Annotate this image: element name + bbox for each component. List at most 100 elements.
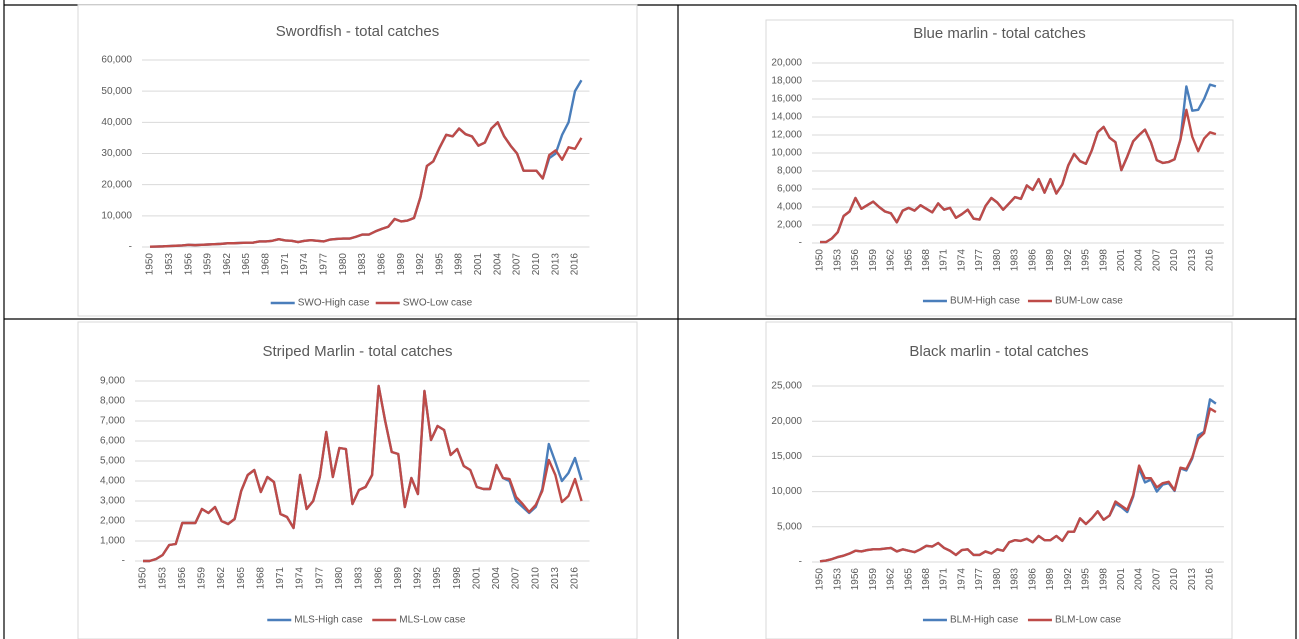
x-tick-label: 1956 <box>850 249 861 272</box>
x-tick-label: 2004 <box>492 253 503 276</box>
y-tick-label: 8,000 <box>100 396 125 407</box>
y-tick-label: 18,000 <box>771 76 802 87</box>
x-tick-label: 1989 <box>396 253 407 276</box>
chart-frame <box>765 321 1233 639</box>
y-tick-label: 1,000 <box>100 536 125 547</box>
x-tick-label: 1953 <box>832 568 843 591</box>
x-tick-label: 1980 <box>334 567 345 590</box>
chart-title: Black marlin - total catches <box>909 343 1088 360</box>
x-tick-label: 1992 <box>1063 249 1074 272</box>
x-tick-label: 1950 <box>815 568 826 591</box>
x-tick-label: 2013 <box>1187 249 1198 272</box>
y-tick-label: 20,000 <box>771 58 802 69</box>
y-tick-label: - <box>129 242 132 253</box>
y-tick-label: 60,000 <box>101 55 132 66</box>
y-tick-label: 50,000 <box>101 86 132 97</box>
legend-label: MLS-High case <box>294 615 363 626</box>
x-tick-label: 1974 <box>295 567 306 590</box>
x-tick-label: 1977 <box>319 253 330 276</box>
x-tick-label: 1998 <box>1098 249 1109 272</box>
y-tick-label: 8,000 <box>777 166 802 177</box>
x-tick-label: 1989 <box>1045 249 1056 272</box>
x-tick-label: 1959 <box>197 567 208 590</box>
y-tick-label: 20,000 <box>101 179 132 190</box>
x-tick-label: 2007 <box>1151 568 1162 591</box>
series-line <box>819 407 1217 563</box>
x-tick-label: 1965 <box>903 568 914 591</box>
y-tick-label: 12,000 <box>771 130 802 141</box>
x-tick-label: 1998 <box>454 253 465 276</box>
x-tick-label: 1992 <box>1063 568 1074 591</box>
x-tick-label: 1968 <box>921 568 932 591</box>
x-tick-label: 2016 <box>1205 568 1216 591</box>
y-tick-label: 10,000 <box>101 210 132 221</box>
x-tick-label: 1995 <box>1081 568 1092 591</box>
x-tick-label: 1986 <box>1027 568 1038 591</box>
x-tick-label: 2016 <box>570 253 581 276</box>
legend-label: BUM-Low case <box>1055 296 1123 307</box>
y-tick-label: 9,000 <box>100 376 125 387</box>
x-tick-label: 2007 <box>511 567 522 590</box>
x-tick-label: 1956 <box>850 568 861 591</box>
x-tick-label: 1965 <box>903 249 914 272</box>
x-tick-label: 1989 <box>393 567 404 590</box>
x-tick-label: 2010 <box>531 253 542 276</box>
x-tick-label: 1959 <box>868 249 879 272</box>
y-tick-label: 15,000 <box>771 451 802 462</box>
x-tick-label: 1998 <box>452 567 463 590</box>
x-tick-label: 2004 <box>1134 568 1145 591</box>
y-tick-label: - <box>122 556 125 567</box>
x-tick-label: 1971 <box>939 568 950 591</box>
chart-title: Striped Marlin - total catches <box>262 343 452 360</box>
legend-label: BLM-High case <box>950 615 1019 626</box>
x-tick-label: 2016 <box>570 567 581 590</box>
x-tick-label: 1992 <box>415 253 426 276</box>
x-tick-label: 1971 <box>939 249 950 272</box>
x-tick-label: 2007 <box>512 253 523 276</box>
y-tick-label: 10,000 <box>771 148 802 159</box>
y-tick-label: 14,000 <box>771 112 802 123</box>
chart-frame <box>77 4 638 317</box>
chart: Blue marlin - total catches - 2,000 4,000 6,… <box>765 19 1234 317</box>
x-tick-label: 1995 <box>432 567 443 590</box>
x-tick-label: 2013 <box>550 253 561 276</box>
x-tick-label: 1971 <box>275 567 286 590</box>
x-tick-label: 2001 <box>1116 249 1127 272</box>
legend-label: SWO-Low case <box>403 298 473 309</box>
y-tick-label: 10,000 <box>771 486 802 497</box>
x-tick-label: 1962 <box>886 568 897 591</box>
x-tick-label: 2004 <box>491 567 502 590</box>
chart: Striped Marlin - total catches - 1,000 2,00… <box>77 321 638 639</box>
y-tick-label: 3,000 <box>100 496 125 507</box>
x-tick-label: 1959 <box>868 568 879 591</box>
y-tick-label: 5,000 <box>777 521 802 532</box>
series-line <box>149 121 583 248</box>
x-tick-label: 1974 <box>956 568 967 591</box>
x-tick-label: 2010 <box>530 567 541 590</box>
x-tick-label: 2004 <box>1134 249 1145 272</box>
y-tick-label: 5,000 <box>100 456 125 467</box>
x-tick-label: 1956 <box>183 253 194 276</box>
y-tick-label: 30,000 <box>101 148 132 159</box>
x-tick-label: 2013 <box>1187 568 1198 591</box>
x-tick-label: 1962 <box>886 249 897 272</box>
x-tick-label: 2010 <box>1169 249 1180 272</box>
x-tick-label: 1974 <box>956 249 967 272</box>
x-tick-label: 1995 <box>1081 249 1092 272</box>
y-tick-label: 25,000 <box>771 381 802 392</box>
y-tick-label: 40,000 <box>101 117 132 128</box>
series-line <box>143 384 583 563</box>
x-tick-label: 1965 <box>241 253 252 276</box>
y-tick-label: 2,000 <box>777 220 802 231</box>
legend-label: BLM-Low case <box>1055 615 1122 626</box>
x-tick-label: 1968 <box>921 249 932 272</box>
x-tick-label: 1968 <box>255 567 266 590</box>
x-tick-label: 1965 <box>236 567 247 590</box>
y-tick-label: 6,000 <box>777 184 802 195</box>
x-tick-label: 1980 <box>992 249 1003 272</box>
x-tick-label: 1962 <box>222 253 233 276</box>
x-tick-label: 1950 <box>815 249 826 272</box>
chart-title: Blue marlin - total catches <box>913 25 1086 42</box>
x-tick-label: 1953 <box>164 253 175 276</box>
